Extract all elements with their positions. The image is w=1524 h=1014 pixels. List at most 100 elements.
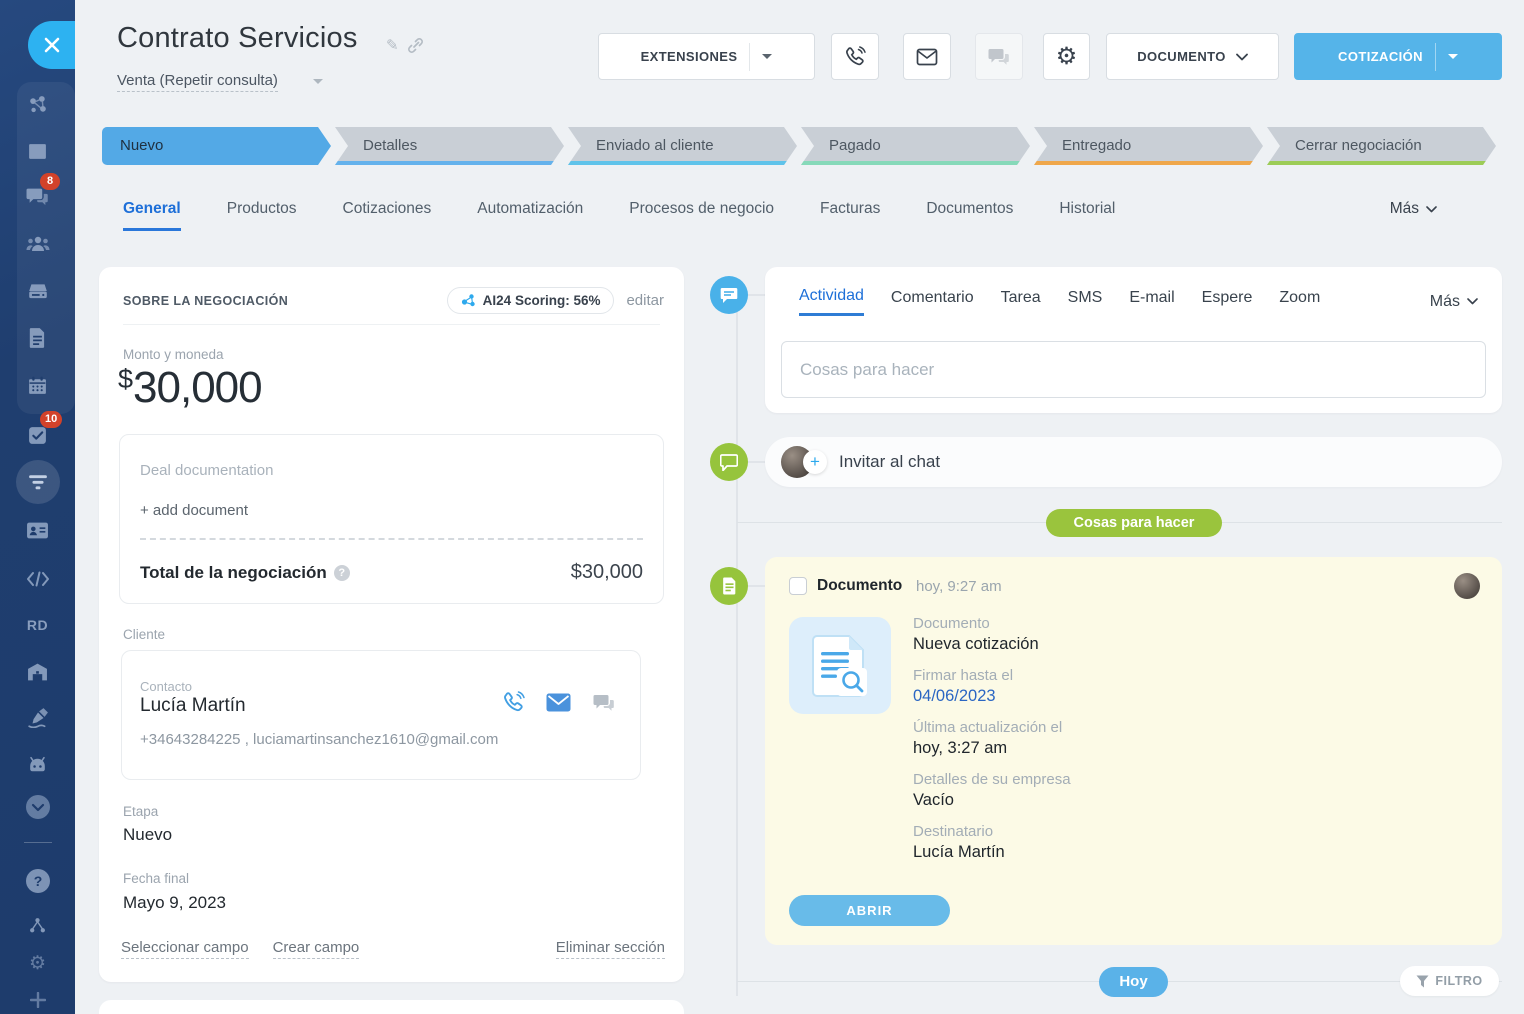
activity-tab-more[interactable]: Más	[1430, 293, 1478, 311]
sidebar-item-help[interactable]: ?	[0, 864, 75, 898]
doc-name: Nueva cotización	[913, 635, 1039, 653]
warehouse-icon	[28, 663, 47, 681]
close-menu-button[interactable]	[28, 21, 75, 69]
pipeline-caret-icon[interactable]	[313, 79, 323, 84]
sidebar-item-developer[interactable]	[0, 562, 75, 596]
ai-scoring-icon	[461, 294, 475, 307]
button-divider	[749, 42, 751, 71]
sidebar-item-tasks[interactable]: 10	[0, 411, 75, 452]
stage-pagado[interactable]: Pagado	[801, 127, 1030, 165]
ai-scoring-badge[interactable]: AI24 Scoring: 56%	[446, 287, 615, 314]
tab-productos[interactable]: Productos	[226, 200, 297, 217]
add-document-link[interactable]: + add document	[140, 502, 248, 519]
contact-phone[interactable]: +34643284225	[140, 731, 241, 748]
sidebar-item-add[interactable]	[0, 983, 75, 1014]
sidebar-item-ai-bot[interactable]	[0, 748, 75, 782]
entry-type: Documento	[817, 577, 903, 594]
tab-general[interactable]: General	[123, 200, 181, 231]
stage-nuevo[interactable]: Nuevo	[102, 127, 331, 165]
sidebar-item-calendar[interactable]	[0, 368, 75, 402]
tab-historial[interactable]: Historial	[1059, 200, 1116, 217]
filter-button[interactable]: FILTRO	[1400, 966, 1499, 996]
tab-documentos[interactable]: Documentos	[926, 200, 1014, 217]
chevron-down-circle-icon	[25, 795, 50, 819]
stage-cerrar[interactable]: Cerrar negociación	[1267, 127, 1496, 165]
chat-button[interactable]	[975, 33, 1023, 80]
select-field-link[interactable]: Seleccionar campo	[121, 939, 249, 959]
documento-button[interactable]: DOCUMENTO	[1106, 33, 1279, 80]
document-preview-tile[interactable]	[789, 617, 891, 714]
contact-email[interactable]: luciamartinsanchez1610@gmail.com	[253, 731, 499, 748]
section-title: SOBRE LA NEGOCIACIÓN	[123, 293, 289, 308]
entry-checkbox[interactable]	[789, 577, 807, 595]
call-button[interactable]	[831, 33, 879, 80]
timeline-chat-marker	[710, 443, 748, 481]
entry-author-avatar[interactable]	[1454, 573, 1480, 599]
amount-label: Monto y moneda	[123, 347, 224, 362]
gear-icon: ⚙	[1055, 42, 1078, 70]
sidebar-item-employees[interactable]	[0, 227, 75, 261]
sidebar-item-pulse[interactable]	[0, 88, 75, 122]
code-icon	[26, 571, 49, 587]
stage-enviado[interactable]: Enviado al cliente	[568, 127, 797, 165]
sidebar-item-contact-center[interactable]	[0, 513, 75, 547]
tab-tarea[interactable]: Tarea	[1000, 288, 1041, 306]
sidebar-item-share[interactable]	[0, 908, 75, 942]
today-button[interactable]: Hoy	[1099, 967, 1168, 997]
delete-section-link[interactable]: Eliminar sección	[555, 939, 665, 959]
close-icon	[44, 37, 59, 53]
open-document-button[interactable]: ABRIR	[789, 895, 950, 926]
cotizacion-button[interactable]: COTIZACIÓN	[1294, 33, 1502, 80]
sidebar-item-drive[interactable]	[0, 274, 75, 308]
todo-section-badge[interactable]: Cosas para hacer	[1046, 509, 1222, 537]
tab-zoom[interactable]: Zoom	[1279, 288, 1321, 306]
sidebar-item-crm[interactable]	[0, 465, 75, 499]
copy-link-icon[interactable]	[407, 37, 424, 54]
pipeline-selector[interactable]: Venta (Repetir consulta)	[117, 72, 278, 92]
help-icon[interactable]: ?	[333, 564, 350, 581]
tab-actividad[interactable]: Actividad	[799, 287, 864, 316]
contact-chat-icon[interactable]	[592, 693, 616, 713]
add-participant-button[interactable]: +	[803, 450, 827, 474]
contact-name: Lucía Martín	[140, 695, 246, 716]
document-icon	[29, 328, 45, 348]
dashed-divider	[140, 538, 643, 540]
sidebar-item-expand[interactable]	[0, 790, 75, 824]
sidebar-item-sign[interactable]	[0, 701, 75, 735]
people-icon	[26, 236, 49, 251]
create-field-link[interactable]: Crear campo	[272, 939, 360, 959]
contact-email-icon[interactable]	[546, 693, 571, 712]
edit-title-icon[interactable]: ✎	[386, 37, 399, 54]
invite-chat-row[interactable]: + Invitar al chat	[765, 437, 1502, 487]
sidebar-item-rd[interactable]: RD	[0, 608, 75, 642]
sidebar-item-messenger[interactable]: 8	[0, 173, 75, 214]
tab-more[interactable]: Más	[1390, 200, 1437, 218]
settings-button[interactable]: ⚙	[1043, 33, 1090, 80]
stage-entregado[interactable]: Entregado	[1034, 127, 1263, 165]
stage-detalles[interactable]: Detalles	[335, 127, 564, 165]
tab-procesos[interactable]: Procesos de negocio	[629, 200, 775, 217]
edit-link[interactable]: editar	[626, 292, 664, 309]
sidebar-item-feed[interactable]	[0, 134, 75, 168]
tab-email[interactable]: E-mail	[1129, 288, 1175, 306]
extensions-button[interactable]: EXTENSIONES	[598, 33, 815, 80]
email-button[interactable]	[903, 33, 951, 80]
tab-espere[interactable]: Espere	[1201, 288, 1253, 306]
tab-automatizacion[interactable]: Automatización	[477, 200, 584, 217]
sign-until-date-link[interactable]: 04/06/2023	[913, 687, 996, 705]
tab-sms[interactable]: SMS	[1067, 288, 1103, 306]
sidebar-item-documents[interactable]	[0, 321, 75, 355]
divider	[123, 324, 660, 325]
document-icon	[722, 577, 735, 595]
page-title: Contrato Servicios	[117, 22, 358, 54]
tab-facturas[interactable]: Facturas	[820, 200, 881, 217]
activity-composer-card: Actividad Comentario Tarea SMS E-mail Es…	[765, 267, 1502, 413]
contact-call-icon[interactable]	[502, 691, 525, 714]
stage-label: Etapa	[123, 804, 159, 819]
sidebar-item-settings[interactable]: ⚙	[0, 946, 75, 980]
tab-comentario[interactable]: Comentario	[890, 288, 974, 306]
sidebar-item-warehouse[interactable]	[0, 655, 75, 689]
todo-input[interactable]	[781, 341, 1486, 398]
timeline-connector	[748, 294, 765, 296]
tab-cotizaciones[interactable]: Cotizaciones	[342, 200, 432, 217]
